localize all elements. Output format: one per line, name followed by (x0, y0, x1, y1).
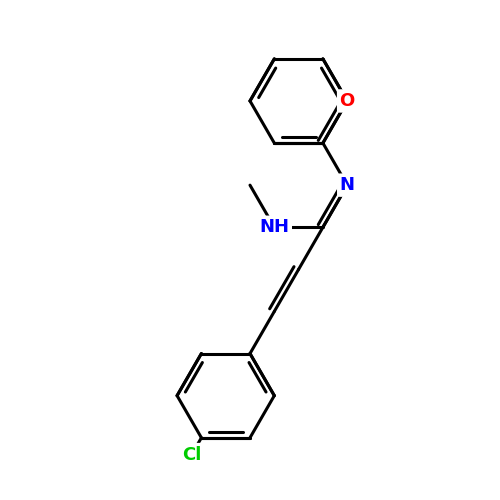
Text: Cl: Cl (182, 446, 202, 464)
Text: O: O (340, 92, 355, 110)
Text: N: N (340, 176, 354, 194)
Text: NH: NH (260, 218, 290, 236)
